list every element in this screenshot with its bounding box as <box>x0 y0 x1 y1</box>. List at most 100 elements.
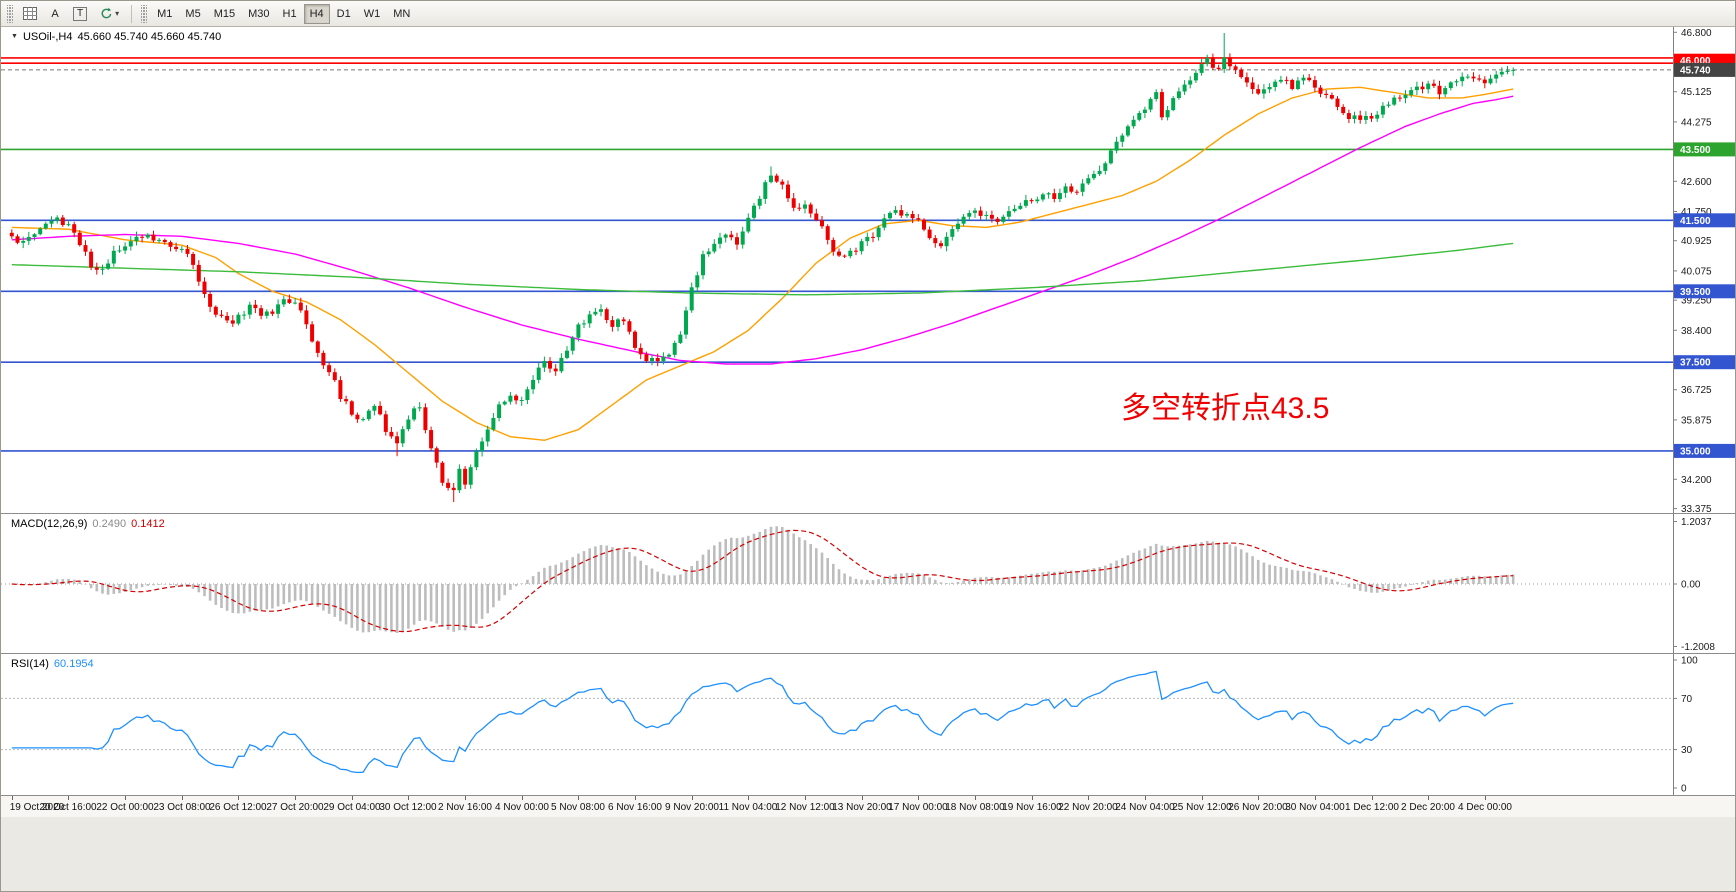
candle-body[interactable] <box>729 234 734 238</box>
candle-body[interactable] <box>225 315 230 321</box>
candle-body[interactable] <box>706 251 711 255</box>
candle-body[interactable] <box>933 238 938 244</box>
candle-body[interactable] <box>344 399 349 402</box>
candle-body[interactable] <box>1188 80 1193 85</box>
candle-body[interactable] <box>559 357 564 372</box>
candle-body[interactable] <box>638 347 643 355</box>
candle-body[interactable] <box>1397 97 1402 99</box>
candle-body[interactable] <box>786 184 790 199</box>
candle-body[interactable] <box>1312 80 1317 88</box>
rsi-canvas[interactable]: 100 70 30 0 <box>1 654 1736 795</box>
timeframe-button-m30[interactable]: M30 <box>242 4 275 24</box>
timeframe-button-d1[interactable]: D1 <box>331 4 357 24</box>
candle-body[interactable] <box>774 175 779 182</box>
candle-body[interactable] <box>406 419 411 430</box>
candle-body[interactable] <box>287 299 292 303</box>
candle-body[interactable] <box>701 254 705 276</box>
candle-body[interactable] <box>610 320 615 327</box>
candle-body[interactable] <box>1380 105 1385 115</box>
candle-body[interactable] <box>587 314 592 324</box>
candle-body[interactable] <box>179 248 184 250</box>
candle-body[interactable] <box>298 302 303 311</box>
candle-body[interactable] <box>100 268 105 270</box>
candle-body[interactable] <box>1057 192 1062 200</box>
candle-body[interactable] <box>1052 193 1057 199</box>
candle-body[interactable] <box>162 239 167 243</box>
candle-body[interactable] <box>1233 66 1238 70</box>
candle-body[interactable] <box>780 181 785 185</box>
cycle-tool-button[interactable]: ▾ <box>94 4 125 24</box>
candle-body[interactable] <box>604 309 609 320</box>
candle-body[interactable] <box>1159 92 1164 118</box>
timeframe-button-h1[interactable]: H1 <box>277 4 303 24</box>
time-axis[interactable]: 19 Oct 2020 20 Oct 16:00 22 Oct 00:00 23 Oc… <box>1 795 1735 817</box>
candle-body[interactable] <box>395 436 400 444</box>
candle-body[interactable] <box>1414 86 1419 91</box>
candle-body[interactable] <box>548 361 552 369</box>
candle-body[interactable] <box>270 311 275 314</box>
timeframe-button-m15[interactable]: M15 <box>208 4 241 24</box>
candle-body[interactable] <box>644 354 649 361</box>
candle-body[interactable] <box>542 361 547 368</box>
candle-body[interactable] <box>848 250 853 257</box>
candle-body[interactable] <box>1040 194 1045 200</box>
ma-line-medium[interactable] <box>11 95 1514 365</box>
candle-body[interactable] <box>1074 191 1079 193</box>
candle-body[interactable] <box>123 246 128 251</box>
candle-body[interactable] <box>570 337 575 351</box>
candle-body[interactable] <box>497 404 502 418</box>
candle-body[interactable] <box>684 310 688 335</box>
candle-body[interactable] <box>797 207 802 209</box>
candle-body[interactable] <box>117 250 122 252</box>
candle-body[interactable] <box>871 236 875 238</box>
candle-body[interactable] <box>145 234 150 238</box>
candle-body[interactable] <box>106 263 111 269</box>
candle-body[interactable] <box>310 324 315 342</box>
candle-body[interactable] <box>1080 183 1085 192</box>
candle-body[interactable] <box>593 311 598 315</box>
candle-body[interactable] <box>55 217 60 221</box>
timeframe-button-m1[interactable]: M1 <box>151 4 178 24</box>
candle-body[interactable] <box>1261 89 1266 94</box>
candle-body[interactable] <box>1148 98 1153 110</box>
candle-body[interactable] <box>372 405 377 411</box>
candle-body[interactable] <box>1006 211 1011 217</box>
candle-body[interactable] <box>553 368 558 372</box>
candle-body[interactable] <box>712 243 717 252</box>
candle-body[interactable] <box>1018 205 1023 209</box>
candle-body[interactable] <box>253 304 258 309</box>
candle-body[interactable] <box>1363 116 1368 120</box>
candle-body[interactable] <box>1250 82 1255 90</box>
candle-body[interactable] <box>185 248 190 254</box>
candle-body[interactable] <box>1222 57 1227 70</box>
candle-body[interactable] <box>1176 91 1181 98</box>
candle-body[interactable] <box>1426 83 1431 90</box>
candle-body[interactable] <box>956 223 960 230</box>
candle-body[interactable] <box>1171 98 1176 111</box>
text-tool-button[interactable]: A <box>44 4 66 24</box>
candle-body[interactable] <box>259 308 264 316</box>
candle-body[interactable] <box>434 448 439 463</box>
candle-body[interactable] <box>905 214 909 216</box>
candle-body[interactable] <box>1244 77 1249 83</box>
timeframe-button-mn[interactable]: MN <box>387 4 416 24</box>
candle-body[interactable] <box>1375 114 1380 119</box>
candle-body[interactable] <box>1482 79 1487 84</box>
candle-body[interactable] <box>1471 76 1476 79</box>
grid-tool-button[interactable] <box>17 4 43 24</box>
candle-body[interactable] <box>60 217 65 226</box>
ma-line-slow[interactable] <box>11 242 1514 296</box>
candle-body[interactable] <box>491 418 496 430</box>
candle-body[interactable] <box>508 395 513 402</box>
timeframe-button-h4[interactable]: H4 <box>303 3 330 24</box>
candle-body[interactable] <box>740 231 745 245</box>
candle-body[interactable] <box>1454 81 1459 83</box>
candle-body[interactable] <box>616 319 620 327</box>
candle-body[interactable] <box>72 224 77 233</box>
candle-body[interactable] <box>49 220 54 224</box>
candle-body[interactable] <box>978 210 983 216</box>
candle-body[interactable] <box>38 228 43 235</box>
candle-body[interactable] <box>378 405 383 415</box>
candle-body[interactable] <box>327 365 332 373</box>
candle-body[interactable] <box>1012 208 1017 212</box>
